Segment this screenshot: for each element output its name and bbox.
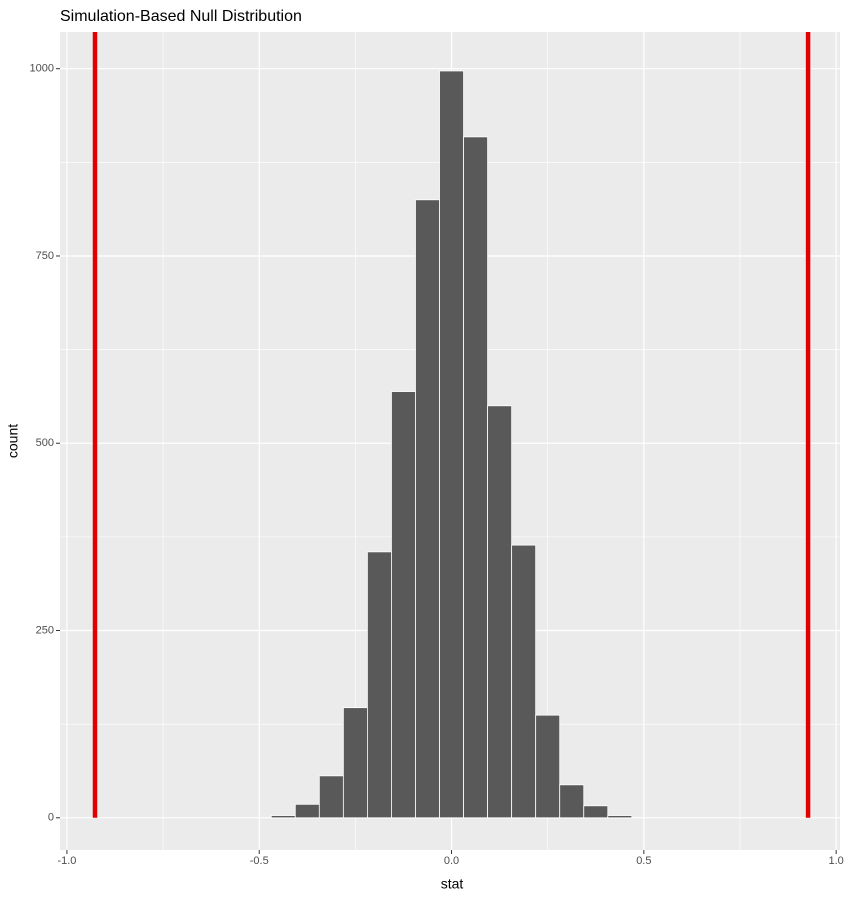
bar <box>607 815 633 819</box>
y-tick-label: 500 <box>36 437 54 449</box>
y-tick-label: 250 <box>36 624 54 636</box>
bar <box>583 805 609 819</box>
bar <box>367 551 392 819</box>
bar <box>439 70 464 819</box>
bar <box>318 775 344 819</box>
x-tick-label: 0.0 <box>444 855 459 867</box>
chart-title: Simulation-Based Null Distribution <box>60 8 302 25</box>
x-axis-label: stat <box>441 876 464 892</box>
y-tick-label: 0 <box>48 812 54 824</box>
bar <box>535 714 561 819</box>
x-tick-label: 1.0 <box>829 855 844 867</box>
y-axis-label: count <box>5 424 21 458</box>
x-tick-label: -1.0 <box>57 855 76 867</box>
x-tick-label: 0.5 <box>636 855 651 867</box>
bar <box>294 803 320 819</box>
x-tick-label: -0.5 <box>250 855 269 867</box>
bar <box>270 815 296 819</box>
bar <box>487 405 513 819</box>
bar <box>415 199 440 819</box>
bar <box>391 391 416 819</box>
bar <box>342 707 368 819</box>
bar <box>463 136 488 819</box>
y-tick-label: 750 <box>36 250 54 262</box>
bar <box>559 784 585 819</box>
bar <box>511 544 537 819</box>
y-tick-label: 1000 <box>30 63 54 75</box>
